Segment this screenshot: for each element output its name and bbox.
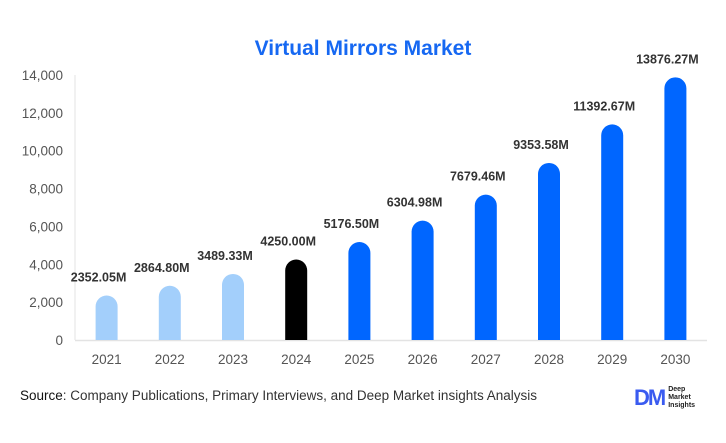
bar-2028 [538,162,560,340]
x-tick-label-2023: 2023 [218,352,248,367]
bar-2022 [158,285,181,340]
source-text: : Company Publications, Primary Intervie… [62,388,537,403]
x-tick-label-2028: 2028 [534,352,564,367]
data-label-2030: 13876.27M [636,52,699,66]
x-tick-label-2025: 2025 [344,352,374,367]
y-tick-label: 8,000 [29,182,63,197]
y-tick-label: 14,000 [22,68,63,83]
bar-2021 [95,295,118,340]
source-note: Source: Company Publications, Primary In… [20,388,537,403]
y-tick-label: 4,000 [29,257,63,272]
bar-2025 [348,242,371,340]
x-tick-label-2021: 2021 [92,352,122,367]
data-label-2022: 2864.80M [134,261,190,275]
bar-2023 [222,273,244,340]
bar-2029 [601,124,624,340]
x-tick-label-2030: 2030 [660,352,690,367]
bar-2024 [285,259,308,340]
y-tick-label: 10,000 [22,144,63,159]
data-label-2026: 6304.98M [387,196,443,210]
chart-title: Virtual Mirrors Market [254,37,472,60]
y-tick-label: 0 [55,333,63,348]
logo-text: Deep Market Insights [668,386,696,409]
data-label-2027: 7679.46M [450,170,506,184]
bar-2026 [411,220,434,340]
x-tick-label-2022: 2022 [155,352,185,367]
data-label-2024: 4250.00M [260,235,316,249]
y-tick-label: 6,000 [29,219,63,234]
data-label-2021: 2352.05M [71,270,127,284]
bar-2027 [474,194,497,340]
x-tick-label-2027: 2027 [471,352,501,367]
y-tick-label: 12,000 [22,106,63,121]
x-tick-label-2029: 2029 [597,352,627,367]
logo: DM Deep Market Insights [634,385,695,411]
bar-2030 [664,77,687,340]
data-label-2029: 11392.67M [573,99,635,113]
y-tick-label: 2,000 [29,295,63,310]
logo-mark: DM [634,385,666,410]
source-label: Source [20,388,63,403]
data-label-2025: 5176.50M [324,217,380,231]
data-label-2028: 9353.58M [513,138,569,152]
x-tick-label-2024: 2024 [281,352,312,367]
x-tick-label-2026: 2026 [408,352,438,367]
data-label-2023: 3489.33M [197,249,253,263]
